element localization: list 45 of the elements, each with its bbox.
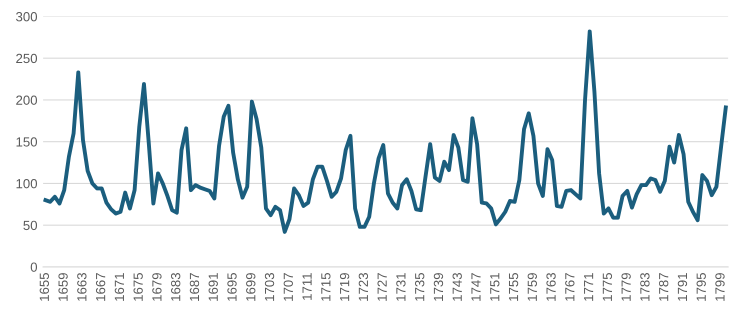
x-tick-label: 1759 bbox=[528, 273, 537, 301]
x-tick-label: 1679 bbox=[152, 273, 162, 301]
x-tick-label: 1675 bbox=[133, 273, 143, 301]
x-tick-label: 1691 bbox=[208, 273, 218, 301]
x-tick-label: 1743 bbox=[452, 273, 462, 301]
x-tick-label: 1667 bbox=[96, 273, 106, 301]
x-tick-label: 1739 bbox=[434, 273, 444, 301]
x-tick-label: 1671 bbox=[114, 273, 124, 301]
line-series bbox=[43, 30, 728, 234]
x-tick-label: 1779 bbox=[621, 273, 631, 301]
y-tick-label: 300 bbox=[16, 12, 38, 22]
x-tick-label: 1763 bbox=[546, 273, 556, 301]
x-tick-label: 1727 bbox=[377, 273, 387, 301]
x-tick-label: 1687 bbox=[190, 273, 200, 301]
x-tick-label: 1787 bbox=[658, 273, 668, 301]
x-tick-label: 1663 bbox=[77, 273, 87, 301]
x-tick-label: 1703 bbox=[264, 273, 274, 301]
x-tick-label: 1771 bbox=[584, 273, 594, 301]
x-tick-label: 1731 bbox=[396, 273, 406, 301]
x-tick-label: 1799 bbox=[715, 273, 725, 301]
x-tick-label: 1715 bbox=[321, 273, 331, 301]
x-tick-label: 1735 bbox=[415, 273, 424, 301]
x-tick-label: 1719 bbox=[340, 273, 350, 301]
x-tick-label: 1747 bbox=[471, 273, 481, 301]
x-tick-label: 1783 bbox=[640, 273, 650, 301]
y-tick-label: 0 bbox=[30, 262, 38, 272]
x-tick-label: 1683 bbox=[171, 273, 180, 301]
x-tick-label: 1655 bbox=[40, 273, 49, 301]
x-tick-label: 1699 bbox=[246, 273, 256, 301]
y-tick-label: 150 bbox=[16, 137, 38, 147]
x-tick-label: 1791 bbox=[678, 273, 688, 301]
x-tick-label: 1707 bbox=[284, 273, 293, 301]
x-tick-label: 1659 bbox=[58, 273, 68, 301]
y-tick-label: 250 bbox=[16, 54, 38, 64]
x-tick-label: 1723 bbox=[358, 273, 368, 301]
x-tick-label: 1767 bbox=[565, 273, 574, 301]
x-tick-label: 1711 bbox=[302, 273, 312, 300]
x-tick-label: 1755 bbox=[508, 273, 518, 301]
x-tick-label: 1695 bbox=[227, 273, 237, 301]
x-tick-label: 1775 bbox=[602, 273, 612, 301]
y-tick-label: 50 bbox=[23, 220, 38, 230]
x-tick-label: 1795 bbox=[696, 273, 706, 301]
y-tick-label: 200 bbox=[16, 96, 38, 105]
x-tick-label: 1751 bbox=[490, 273, 500, 301]
y-tick-label: 100 bbox=[16, 179, 38, 188]
